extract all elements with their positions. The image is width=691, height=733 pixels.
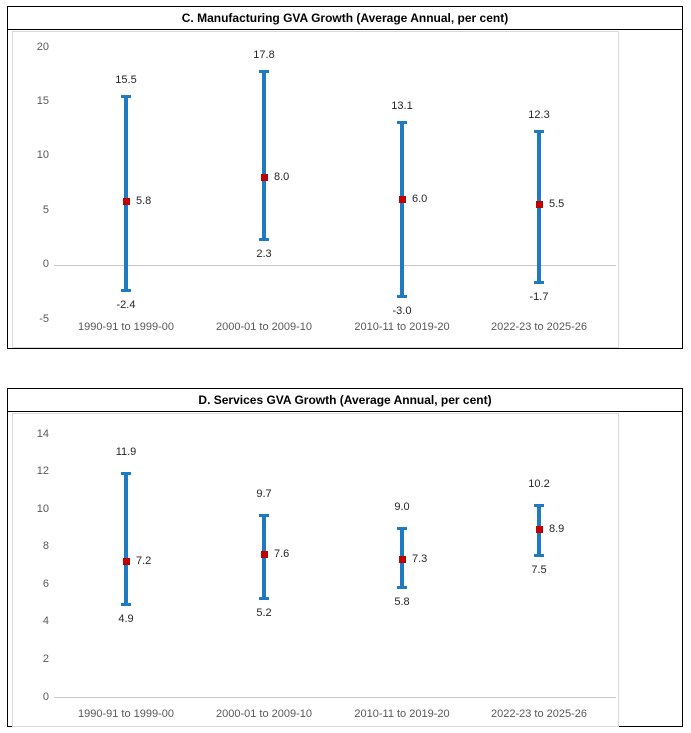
min-data-label: 4.9: [118, 612, 134, 625]
y-tick-label: 0: [42, 690, 49, 703]
mean-marker: [261, 174, 268, 182]
range-whisker: [124, 95, 128, 291]
mean-marker: [536, 526, 543, 534]
mean-marker: [261, 550, 268, 558]
mean-marker: [123, 558, 130, 566]
mean-marker: [536, 201, 543, 209]
whisker-cap-bottom: [259, 597, 269, 601]
mean-data-label: 5.5: [549, 198, 565, 211]
mean-data-label: 7.6: [274, 547, 290, 560]
max-data-label: 9.7: [256, 487, 272, 500]
y-tick-label: 2: [42, 652, 49, 665]
manufacturing-plot-area: 20 15 10 5 0 -5 15.5 -2.4 5.8 1990-91 to 1999-00 1…: [12, 31, 619, 348]
min-data-label: 7.5: [531, 564, 547, 577]
category-label: 2010-11 to 2019-20: [354, 708, 450, 720]
services-chart-title: D. Services GVA Growth (Average Annual, …: [8, 389, 682, 412]
min-data-label: -3.0: [392, 305, 412, 318]
category-label: 2010-11 to 2019-20: [354, 321, 450, 333]
manufacturing-chart-title: C. Manufacturing GVA Growth (Average Ann…: [8, 7, 682, 30]
mean-data-label: 7.2: [136, 555, 152, 568]
mean-data-label: 8.0: [274, 171, 290, 184]
y-tick-label: 4: [42, 615, 49, 628]
range-whisker: [124, 473, 128, 605]
category-label: 2000-01 to 2009-10: [215, 321, 313, 333]
min-data-label: 5.2: [256, 607, 272, 620]
manufacturing-chart-panel: C. Manufacturing GVA Growth (Average Ann…: [7, 6, 683, 349]
max-data-label: 9.0: [394, 500, 410, 513]
y-tick-label: -5: [39, 312, 49, 325]
whisker-cap-top: [259, 69, 269, 73]
mean-marker: [123, 197, 130, 205]
mean-data-label: 8.9: [549, 523, 565, 536]
mean-marker: [399, 556, 406, 564]
y-tick-label: 15: [36, 94, 49, 107]
whisker-cap-bottom: [397, 586, 407, 590]
y-tick-label: 10: [36, 502, 49, 515]
mean-marker: [399, 195, 406, 203]
min-data-label: -2.4: [116, 298, 136, 311]
max-data-label: 12.3: [528, 108, 550, 121]
y-tick-label: 14: [36, 427, 49, 440]
y-tick-label: 20: [36, 40, 49, 53]
range-whisker: [262, 70, 266, 240]
mean-data-label: 6.0: [412, 192, 428, 205]
whisker-cap-top: [534, 504, 544, 508]
y-tick-label: 0: [42, 258, 49, 271]
max-data-label: 13.1: [391, 100, 413, 113]
x-axis-line: [54, 265, 616, 266]
whisker-cap-bottom: [534, 554, 544, 558]
whisker-cap-bottom: [121, 288, 131, 292]
mean-data-label: 5.8: [136, 194, 152, 207]
mean-data-label: 7.3: [412, 553, 428, 566]
whisker-cap-bottom: [259, 237, 269, 241]
whisker-cap-bottom: [534, 281, 544, 285]
y-tick-label: 12: [36, 465, 49, 478]
category-label: 1990-91 to 1999-00: [77, 708, 175, 720]
min-data-label: 5.8: [394, 596, 410, 609]
min-data-label: -1.7: [529, 291, 549, 304]
y-tick-label: 8: [42, 540, 49, 553]
whisker-cap-top: [259, 513, 269, 517]
max-data-label: 11.9: [115, 446, 137, 459]
services-chart-panel: D. Services GVA Growth (Average Annual, …: [7, 388, 683, 727]
whisker-cap-bottom: [121, 602, 131, 606]
whisker-cap-bottom: [397, 295, 407, 299]
y-tick-label: 5: [42, 203, 49, 216]
max-data-label: 15.5: [115, 73, 137, 86]
whisker-cap-top: [121, 472, 131, 476]
whisker-cap-top: [534, 129, 544, 133]
range-whisker: [400, 122, 404, 298]
category-label: 2000-01 to 2009-10: [215, 708, 313, 720]
category-label: 1990-91 to 1999-00: [77, 321, 175, 333]
max-data-label: 10.2: [528, 478, 550, 491]
services-plot-area: 14 12 10 8 6 4 2 0 11.9 4.9 7.2 1990-91 to 1999-00 9…: [12, 413, 619, 727]
category-label: 2022-23 to 2025-26: [490, 708, 588, 720]
max-data-label: 17.8: [253, 48, 275, 61]
whisker-cap-top: [397, 121, 407, 125]
whisker-cap-top: [397, 526, 407, 530]
y-tick-label: 10: [36, 149, 49, 162]
x-axis-line: [54, 697, 616, 698]
y-tick-label: 6: [42, 577, 49, 590]
min-data-label: 2.3: [256, 247, 272, 260]
category-label: 2022-23 to 2025-26: [490, 321, 588, 333]
whisker-cap-top: [121, 94, 131, 98]
